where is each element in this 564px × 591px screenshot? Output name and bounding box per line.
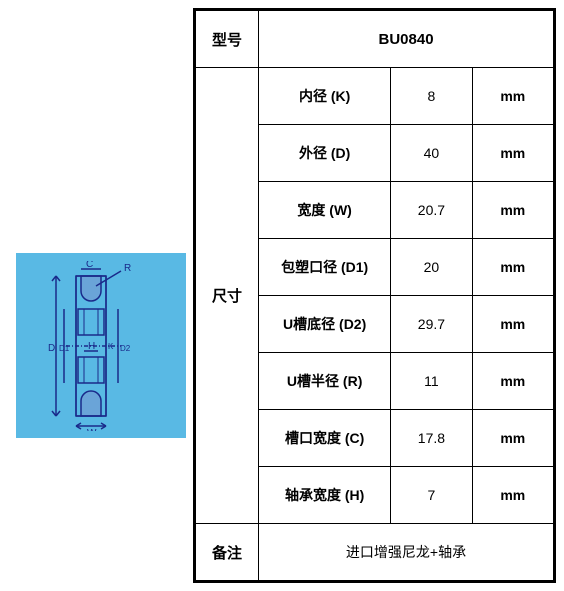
model-value: BU0840: [259, 11, 554, 68]
value-cell: 11: [391, 353, 472, 410]
unit-cell: mm: [472, 410, 553, 467]
label-k: K: [108, 342, 114, 351]
param-cell: 外径 (D): [259, 125, 391, 182]
unit-cell: mm: [472, 125, 553, 182]
model-label: 型号: [196, 11, 259, 68]
spec-sheet: C R D D1 D2 H K W 型号 BU0840 尺寸 内径 (K: [8, 8, 556, 583]
param-cell: 槽口宽度 (C): [259, 410, 391, 467]
label-r: R: [124, 263, 131, 274]
note-row: 备注 进口增强尼龙+轴承: [196, 524, 554, 581]
spec-table: 型号 BU0840 尺寸 内径 (K) 8 mm 外径 (D) 40 mm 宽度…: [195, 10, 554, 581]
label-c: C: [86, 261, 93, 270]
param-cell: U槽半径 (R): [259, 353, 391, 410]
param-cell: 包塑口径 (D1): [259, 239, 391, 296]
cross-section-diagram: C R D D1 D2 H K W: [16, 253, 186, 438]
label-w: W: [87, 428, 97, 431]
note-value: 进口增强尼龙+轴承: [259, 524, 554, 581]
value-cell: 20: [391, 239, 472, 296]
value-cell: 8: [391, 68, 472, 125]
spec-table-container: 型号 BU0840 尺寸 内径 (K) 8 mm 外径 (D) 40 mm 宽度…: [193, 8, 556, 583]
label-d: D: [48, 343, 55, 354]
value-cell: 40: [391, 125, 472, 182]
label-d2: D2: [120, 344, 131, 353]
dims-label: 尺寸: [196, 68, 259, 524]
value-cell: 17.8: [391, 410, 472, 467]
unit-cell: mm: [472, 467, 553, 524]
unit-cell: mm: [472, 296, 553, 353]
label-d1: D1: [59, 344, 70, 353]
note-label: 备注: [196, 524, 259, 581]
unit-cell: mm: [472, 239, 553, 296]
param-cell: 内径 (K): [259, 68, 391, 125]
value-cell: 7: [391, 467, 472, 524]
unit-cell: mm: [472, 353, 553, 410]
diagram-svg: C R D D1 D2 H K W: [26, 261, 176, 431]
unit-cell: mm: [472, 68, 553, 125]
param-cell: U槽底径 (D2): [259, 296, 391, 353]
header-row: 型号 BU0840: [196, 11, 554, 68]
table-row: 尺寸 内径 (K) 8 mm: [196, 68, 554, 125]
unit-cell: mm: [472, 182, 553, 239]
param-cell: 轴承宽度 (H): [259, 467, 391, 524]
label-h: H: [88, 341, 95, 352]
value-cell: 20.7: [391, 182, 472, 239]
diagram-panel: C R D D1 D2 H K W: [8, 8, 193, 583]
param-cell: 宽度 (W): [259, 182, 391, 239]
value-cell: 29.7: [391, 296, 472, 353]
